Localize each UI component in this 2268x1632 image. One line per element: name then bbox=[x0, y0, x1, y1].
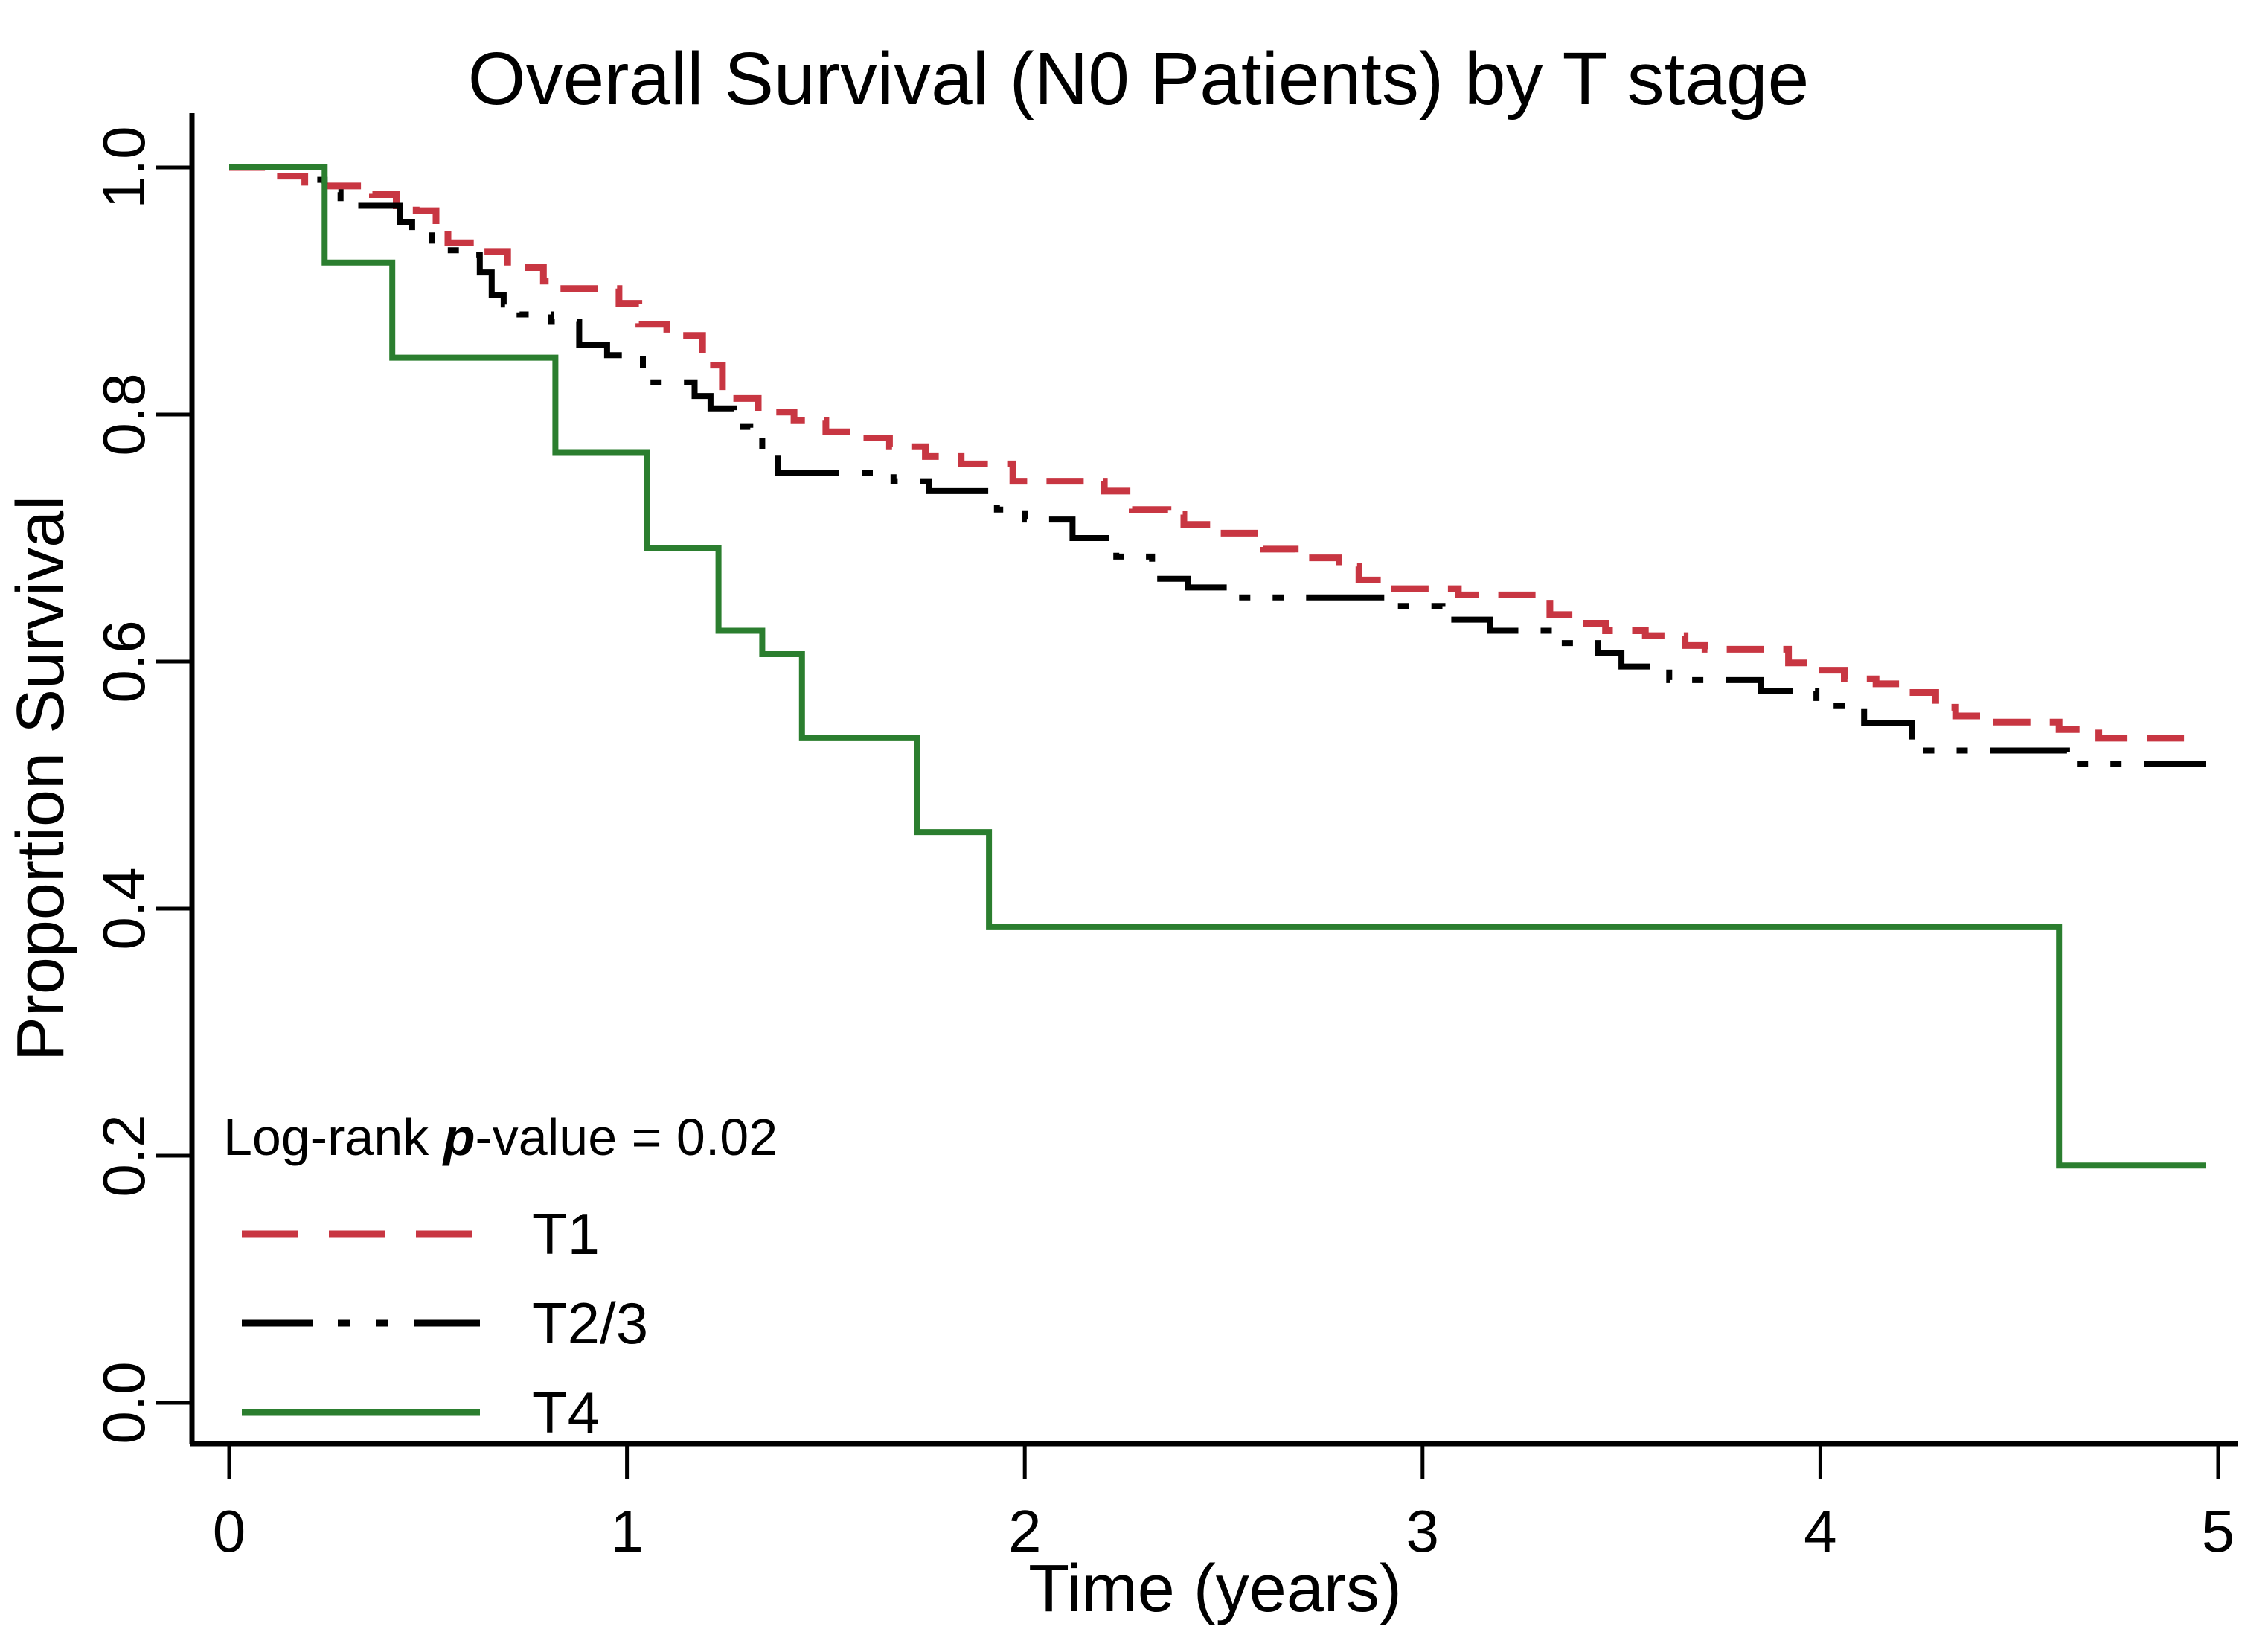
curve-t4 bbox=[229, 164, 2206, 1169]
legend-label-t1: T1 bbox=[532, 1201, 600, 1267]
y-tick-label-0.2: 0.2 bbox=[91, 1114, 157, 1197]
y-axis-label: Proportion Survival bbox=[4, 496, 78, 1061]
y-tick-label-0.4: 0.4 bbox=[91, 867, 157, 950]
legend-item-t4: T4 bbox=[242, 1380, 600, 1445]
legend-label-t23: T2/3 bbox=[532, 1290, 648, 1356]
annotation-p: p bbox=[442, 1108, 475, 1166]
x-tick-label-2: 2 bbox=[1008, 1498, 1042, 1564]
y-tick-label-0.8: 0.8 bbox=[91, 373, 157, 455]
x-axis-label: Time (years) bbox=[1028, 1552, 1402, 1626]
x-tick-label-5: 5 bbox=[2202, 1498, 2235, 1564]
x-axis-ticks: 0 1 2 3 4 5 bbox=[213, 1444, 2235, 1564]
annotation-suffix: -value = 0.02 bbox=[475, 1108, 778, 1166]
legend-label-t4: T4 bbox=[532, 1380, 600, 1445]
legend-item-t1: T1 bbox=[242, 1201, 600, 1267]
legend-item-t23: T2/3 bbox=[242, 1290, 648, 1356]
curve-t1 bbox=[229, 164, 2203, 742]
y-tick-label-0.0: 0.0 bbox=[91, 1361, 157, 1444]
chart-title: Overall Survival (N0 Patients) by T stag… bbox=[468, 37, 1810, 121]
log-rank-annotation: Log-rank p-value = 0.02 bbox=[223, 1108, 778, 1166]
y-tick-label-0.6: 0.6 bbox=[91, 620, 157, 703]
legend: T1 T2/3 T4 bbox=[242, 1201, 648, 1445]
curve-t23 bbox=[229, 164, 2206, 767]
x-tick-label-0: 0 bbox=[213, 1498, 246, 1564]
annotation-prefix: Log-rank bbox=[223, 1108, 443, 1166]
x-tick-label-4: 4 bbox=[1804, 1498, 1837, 1564]
survival-curves bbox=[229, 164, 2206, 1169]
y-tick-label-1.0: 1.0 bbox=[91, 126, 157, 208]
x-tick-label-3: 3 bbox=[1406, 1498, 1440, 1564]
y-axis-ticks: 0.0 0.2 0.4 0.6 0.8 1.0 bbox=[91, 126, 192, 1444]
x-tick-label-1: 1 bbox=[610, 1498, 644, 1564]
